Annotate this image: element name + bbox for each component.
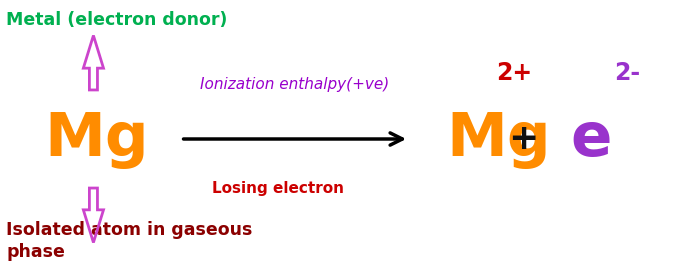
Text: Mg: Mg bbox=[446, 110, 550, 168]
Text: Losing electron: Losing electron bbox=[212, 180, 344, 195]
Text: e: e bbox=[570, 110, 611, 168]
Text: 2-: 2- bbox=[614, 61, 640, 85]
Text: Mg: Mg bbox=[45, 110, 149, 168]
Text: Ionization enthalpy(+ve): Ionization enthalpy(+ve) bbox=[200, 77, 389, 92]
Text: Metal (electron donor): Metal (electron donor) bbox=[6, 11, 227, 29]
Text: +: + bbox=[508, 122, 538, 156]
Text: Isolated atom in gaseous
phase: Isolated atom in gaseous phase bbox=[6, 221, 253, 261]
Text: 2+: 2+ bbox=[496, 61, 532, 85]
